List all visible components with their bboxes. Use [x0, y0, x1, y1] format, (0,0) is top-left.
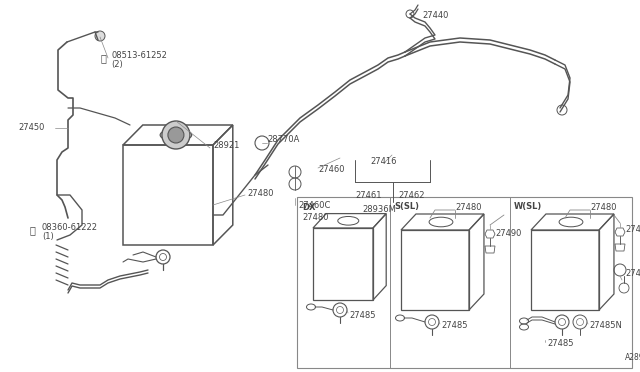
Text: 27460C: 27460C [298, 201, 330, 209]
Text: 08360-61222: 08360-61222 [42, 222, 98, 231]
Text: Ⓢ: Ⓢ [100, 53, 106, 63]
Text: 28936M: 28936M [362, 205, 396, 215]
Text: 27461: 27461 [355, 190, 381, 199]
Circle shape [162, 121, 190, 149]
Text: 27490: 27490 [495, 228, 522, 237]
Text: 27485N: 27485N [589, 321, 622, 330]
Text: 27460D: 27460D [625, 269, 640, 278]
Text: 27450: 27450 [18, 124, 44, 132]
Text: W(SL): W(SL) [514, 202, 542, 212]
Text: 27480: 27480 [302, 214, 328, 222]
Text: 08513-61252: 08513-61252 [111, 51, 167, 60]
Text: 28770A: 28770A [267, 135, 300, 144]
Text: 28921: 28921 [213, 141, 239, 151]
Text: A289*0·3: A289*0·3 [625, 353, 640, 362]
Text: 27485: 27485 [441, 321, 467, 330]
Text: (1): (1) [42, 232, 54, 241]
Text: (2): (2) [111, 61, 123, 70]
Text: 27460: 27460 [318, 166, 344, 174]
Text: 27485: 27485 [547, 340, 573, 349]
Text: 27480: 27480 [590, 202, 616, 212]
Text: 27480: 27480 [247, 189, 273, 199]
Text: 27440: 27440 [422, 10, 449, 19]
Text: S(SL): S(SL) [394, 202, 419, 212]
Text: 27462: 27462 [398, 190, 424, 199]
Text: 27416: 27416 [370, 157, 397, 167]
Text: 27490: 27490 [625, 225, 640, 234]
Circle shape [95, 31, 105, 41]
Circle shape [168, 127, 184, 143]
Bar [297, 197, 632, 368]
Text: 27485: 27485 [349, 311, 376, 320]
Text: 27480: 27480 [455, 202, 481, 212]
Text: DX: DX [302, 202, 316, 212]
Text: Ⓢ: Ⓢ [29, 225, 35, 235]
